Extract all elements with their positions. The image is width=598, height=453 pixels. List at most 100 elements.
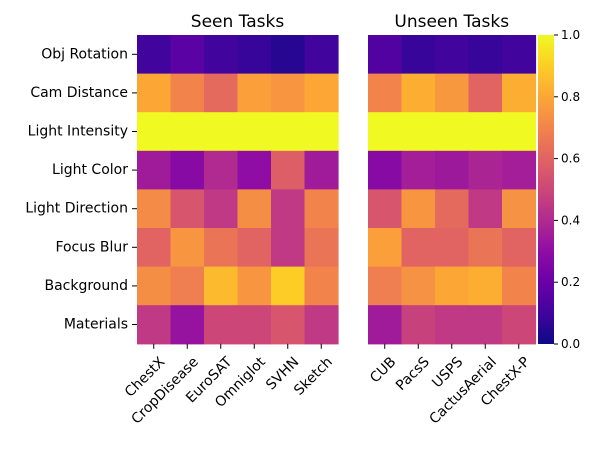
colorbar-tick-label: 0.0 [561, 337, 580, 351]
cell-seen-tasks-background-omniglot [237, 266, 272, 306]
cell-seen-tasks-materials-sketch [304, 305, 339, 345]
row-label-background: Background [44, 278, 128, 294]
cell-unseen-tasks-cam-distance-cactusaerial [468, 73, 503, 113]
cell-unseen-tasks-obj-rotation-chestx-p [502, 35, 537, 75]
cell-seen-tasks-light-direction-omniglot [237, 189, 272, 229]
cell-seen-tasks-materials-chestx [137, 305, 172, 345]
panel-unseen-tasks: Unseen TasksCUBPacsSUSPSCactusAerialChes… [367, 12, 537, 427]
row-labels: Obj Rotation Cam Distance Light Intensity L… [25, 46, 137, 333]
cell-unseen-tasks-light-color-cactusaerial [468, 150, 503, 190]
cell-unseen-tasks-light-color-chestx-p [502, 150, 537, 190]
cell-seen-tasks-cam-distance-sketch [304, 73, 339, 113]
cell-unseen-tasks-light-color-usps [435, 150, 470, 190]
cell-seen-tasks-light-direction-eurosat [204, 189, 239, 229]
column-label-pacss: PacsS [393, 354, 433, 394]
row-label-light-direction: Light Direction [25, 201, 128, 217]
cell-seen-tasks-light-intensity-omniglot [237, 112, 272, 152]
cell-unseen-tasks-obj-rotation-pacss [401, 35, 436, 75]
cell-seen-tasks-obj-rotation-sketch [304, 35, 339, 75]
cell-unseen-tasks-obj-rotation-cub [368, 35, 403, 75]
cell-seen-tasks-focus-blur-omniglot [237, 228, 272, 268]
cell-seen-tasks-materials-eurosat [204, 305, 239, 345]
cell-seen-tasks-light-color-svhn [271, 150, 306, 190]
cell-seen-tasks-light-color-sketch [304, 150, 339, 190]
cell-seen-tasks-light-color-omniglot [237, 150, 272, 190]
cell-unseen-tasks-focus-blur-cub [368, 228, 403, 268]
colorbar-tick-label: 0.6 [561, 152, 580, 166]
cell-unseen-tasks-background-cactusaerial [468, 266, 503, 306]
panel-seen-tasks: Seen TasksChestXCropDiseaseEuroSATOmnigl… [122, 12, 339, 427]
cell-unseen-tasks-materials-cactusaerial [468, 305, 503, 345]
row-label-materials: Materials [64, 317, 128, 333]
cell-seen-tasks-light-direction-chestx [137, 189, 172, 229]
cell-unseen-tasks-cam-distance-usps [435, 73, 470, 113]
cell-seen-tasks-cam-distance-chestx [137, 73, 172, 113]
cell-unseen-tasks-cam-distance-chestx-p [502, 73, 537, 113]
cell-seen-tasks-background-chestx [137, 266, 172, 306]
cell-unseen-tasks-light-color-pacss [401, 150, 436, 190]
cell-unseen-tasks-cam-distance-cub [368, 73, 403, 113]
cell-unseen-tasks-light-intensity-cub [368, 112, 403, 152]
cell-seen-tasks-cam-distance-omniglot [237, 73, 272, 113]
colorbar-tick-label: 0.2 [561, 275, 580, 289]
cell-seen-tasks-background-sketch [304, 266, 339, 306]
cell-seen-tasks-light-direction-svhn [271, 189, 306, 229]
cell-unseen-tasks-light-direction-cactusaerial [468, 189, 503, 229]
cell-unseen-tasks-obj-rotation-cactusaerial [468, 35, 503, 75]
cell-unseen-tasks-light-direction-usps [435, 189, 470, 229]
row-label-cam-distance: Cam Distance [30, 85, 128, 101]
cell-seen-tasks-light-intensity-chestx [137, 112, 172, 152]
cell-unseen-tasks-materials-cub [368, 305, 403, 345]
colorbar-tick-label: 1.0 [561, 28, 580, 42]
cell-unseen-tasks-focus-blur-pacss [401, 228, 436, 268]
cell-seen-tasks-light-direction-sketch [304, 189, 339, 229]
cell-seen-tasks-light-direction-cropdisease [170, 189, 205, 229]
cell-unseen-tasks-materials-chestx-p [502, 305, 537, 345]
cell-seen-tasks-light-intensity-eurosat [204, 112, 239, 152]
cell-seen-tasks-cam-distance-svhn [271, 73, 306, 113]
cell-seen-tasks-light-color-chestx [137, 150, 172, 190]
cell-seen-tasks-obj-rotation-omniglot [237, 35, 272, 75]
cell-seen-tasks-background-svhn [271, 266, 306, 306]
cell-seen-tasks-materials-cropdisease [170, 305, 205, 345]
cell-unseen-tasks-light-intensity-usps [435, 112, 470, 152]
cell-unseen-tasks-background-cub [368, 266, 403, 306]
cell-seen-tasks-materials-svhn [271, 305, 306, 345]
cell-unseen-tasks-cam-distance-pacss [401, 73, 436, 113]
cell-unseen-tasks-light-intensity-cactusaerial [468, 112, 503, 152]
cell-unseen-tasks-focus-blur-chestx-p [502, 228, 537, 268]
cell-unseen-tasks-light-direction-chestx-p [502, 189, 537, 229]
cell-unseen-tasks-background-usps [435, 266, 470, 306]
cell-seen-tasks-background-eurosat [204, 266, 239, 306]
cell-seen-tasks-focus-blur-sketch [304, 228, 339, 268]
colorbar-gradient [538, 35, 554, 344]
row-label-focus-blur: Focus Blur [55, 239, 128, 255]
cell-seen-tasks-light-color-cropdisease [170, 150, 205, 190]
row-label-light-intensity: Light Intensity [28, 124, 128, 140]
cell-unseen-tasks-light-color-cub [368, 150, 403, 190]
cell-unseen-tasks-focus-blur-cactusaerial [468, 228, 503, 268]
cell-seen-tasks-focus-blur-eurosat [204, 228, 239, 268]
cell-seen-tasks-light-intensity-sketch [304, 112, 339, 152]
cell-seen-tasks-obj-rotation-eurosat [204, 35, 239, 75]
cell-seen-tasks-light-intensity-svhn [271, 112, 306, 152]
cell-unseen-tasks-materials-pacss [401, 305, 436, 345]
panel-title-seen-tasks: Seen Tasks [191, 12, 285, 32]
cell-seen-tasks-background-cropdisease [170, 266, 205, 306]
cell-unseen-tasks-light-direction-cub [368, 189, 403, 229]
cell-seen-tasks-focus-blur-cropdisease [170, 228, 205, 268]
cell-unseen-tasks-materials-usps [435, 305, 470, 345]
cell-seen-tasks-focus-blur-svhn [271, 228, 306, 268]
cell-seen-tasks-materials-omniglot [237, 305, 272, 345]
cell-unseen-tasks-light-direction-pacss [401, 189, 436, 229]
row-label-light-color: Light Color [52, 162, 128, 178]
cell-unseen-tasks-obj-rotation-usps [435, 35, 470, 75]
row-label-obj-rotation: Obj Rotation [41, 46, 128, 62]
cell-seen-tasks-cam-distance-cropdisease [170, 73, 205, 113]
cell-seen-tasks-focus-blur-chestx [137, 228, 172, 268]
cell-unseen-tasks-light-intensity-pacss [401, 112, 436, 152]
colorbar-tick-label: 0.8 [561, 90, 580, 104]
colorbar-tick-label: 0.4 [561, 213, 580, 227]
cell-seen-tasks-obj-rotation-chestx [137, 35, 172, 75]
